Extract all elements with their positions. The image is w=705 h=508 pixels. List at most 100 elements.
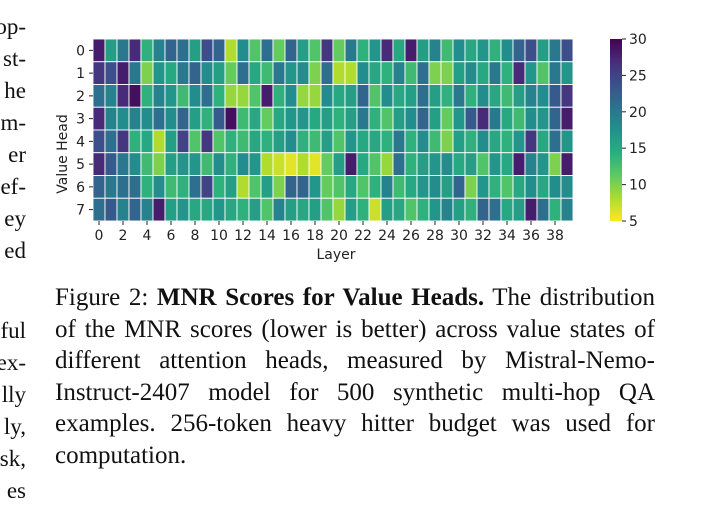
- heatmap-cell: [272, 38, 286, 63]
- heatmap-cell: [524, 152, 538, 176]
- heatmap-cell: [164, 106, 178, 131]
- heatmap-cell: [284, 84, 298, 108]
- heatmap-cell: [176, 129, 190, 154]
- body-text-fragment: st-: [3, 46, 26, 71]
- heatmap-cell: [320, 38, 334, 63]
- heatmap-cell: [440, 129, 454, 154]
- heatmap-cell: [92, 129, 106, 154]
- x-tick-label: 14: [258, 228, 276, 244]
- heatmap-cell: [224, 152, 238, 176]
- heatmap-cell: [368, 38, 382, 63]
- heatmap-cell: [536, 129, 550, 154]
- heatmap-cell: [308, 61, 322, 85]
- heatmap-cell: [308, 197, 322, 222]
- heatmap-cell: [332, 175, 346, 199]
- heatmap-cell: [452, 175, 466, 199]
- y-axis-ticks: 0 1 2 3 4 5 6 7: [76, 43, 93, 219]
- heatmap-cell: [236, 197, 250, 222]
- heatmap-cell: [320, 175, 334, 199]
- colorbar-tick-label: 5: [629, 214, 638, 230]
- heatmap-cell: [260, 106, 274, 131]
- heatmap-cell: [176, 61, 190, 85]
- heatmap-cell: [356, 152, 370, 176]
- heatmap-cell: [320, 152, 334, 176]
- heatmap-cell: [488, 84, 502, 108]
- heatmap-cell: [368, 197, 382, 222]
- heatmap-cell: [560, 152, 574, 176]
- heatmap-cell: [476, 61, 490, 85]
- heatmap-cell: [320, 61, 334, 85]
- heatmap-cell: [188, 106, 202, 131]
- heatmap-cell: [128, 106, 142, 131]
- heatmap-cell: [272, 175, 286, 199]
- heatmap-cell: [416, 197, 430, 222]
- heatmap-cell: [344, 175, 358, 199]
- heatmap-cell: [524, 106, 538, 131]
- heatmap-cell: [500, 197, 514, 222]
- heatmap-cell: [356, 129, 370, 154]
- heatmap-cell: [92, 106, 106, 131]
- heatmap-cell: [344, 84, 358, 108]
- heatmap-cell: [512, 152, 526, 176]
- colorbar-tick-label: 10: [629, 178, 647, 194]
- heatmap-cell: [104, 84, 118, 108]
- heatmap-cell: [476, 197, 490, 222]
- heatmap-cell: [524, 129, 538, 154]
- heatmap-cell: [392, 175, 406, 199]
- heatmap-cell: [140, 84, 154, 108]
- heatmap-cell: [452, 129, 466, 154]
- y-axis-label: Value Head: [55, 114, 71, 194]
- x-tick-label: 26: [402, 228, 420, 244]
- x-tick-label: 34: [498, 228, 516, 244]
- heatmap-cell: [392, 38, 406, 63]
- heatmap-cell: [200, 175, 214, 199]
- heatmap-cell: [224, 84, 238, 108]
- heatmap-cell: [488, 197, 502, 222]
- heatmap-cell: [248, 84, 262, 108]
- heatmap-cell: [104, 129, 118, 154]
- heatmap-cell: [344, 61, 358, 85]
- x-tick-label: 18: [306, 228, 324, 244]
- heatmap-cell: [512, 106, 526, 131]
- heatmap-cell: [332, 106, 346, 131]
- heatmap-cell: [380, 38, 394, 63]
- x-tick-label: 38: [546, 228, 564, 244]
- heatmap-cell: [224, 61, 238, 85]
- heatmap-cell: [104, 61, 118, 85]
- heatmap-cell: [500, 61, 514, 85]
- heatmap-cell: [428, 106, 442, 131]
- x-axis-ticks: 0 2 4 6 8 10 12 14 16 18 20 22 24 26 28 30 32 34 36 38: [95, 221, 564, 244]
- heatmap-cell: [464, 197, 478, 222]
- heatmap-cell: [476, 129, 490, 154]
- heatmap-cell: [500, 38, 514, 63]
- heatmap-cell: [332, 61, 346, 85]
- heatmap-cell: [320, 106, 334, 131]
- heatmap-cell: [188, 129, 202, 154]
- heatmap-cell: [272, 84, 286, 108]
- heatmap-cell: [536, 175, 550, 199]
- heatmap-cell: [212, 106, 226, 131]
- heatmap-cell: [488, 175, 502, 199]
- x-tick-label: 36: [522, 228, 540, 244]
- heatmap-cell: [224, 175, 238, 199]
- heatmap-cell: [452, 61, 466, 85]
- heatmap-cell: [140, 106, 154, 131]
- heatmap-cell: [368, 175, 382, 199]
- heatmap-cell: [380, 129, 394, 154]
- heatmap-cell: [164, 152, 178, 176]
- heatmap-cell: [152, 152, 166, 176]
- heatmap-cell: [500, 84, 514, 108]
- heatmap-cell: [368, 84, 382, 108]
- heatmap-cell: [104, 38, 118, 63]
- heatmap-cell: [188, 38, 202, 63]
- heatmap-cell: [440, 175, 454, 199]
- heatmap-cell: [560, 175, 574, 199]
- y-tick-label: 0: [76, 43, 85, 59]
- heatmap-cell: [536, 152, 550, 176]
- heatmap-cell: [380, 152, 394, 176]
- heatmap-cell: [548, 38, 562, 63]
- heatmap-cell: [116, 152, 130, 176]
- heatmap-cell: [392, 84, 406, 108]
- heatmap-cell: [560, 197, 574, 222]
- colorbar-tick-label: 20: [629, 105, 647, 121]
